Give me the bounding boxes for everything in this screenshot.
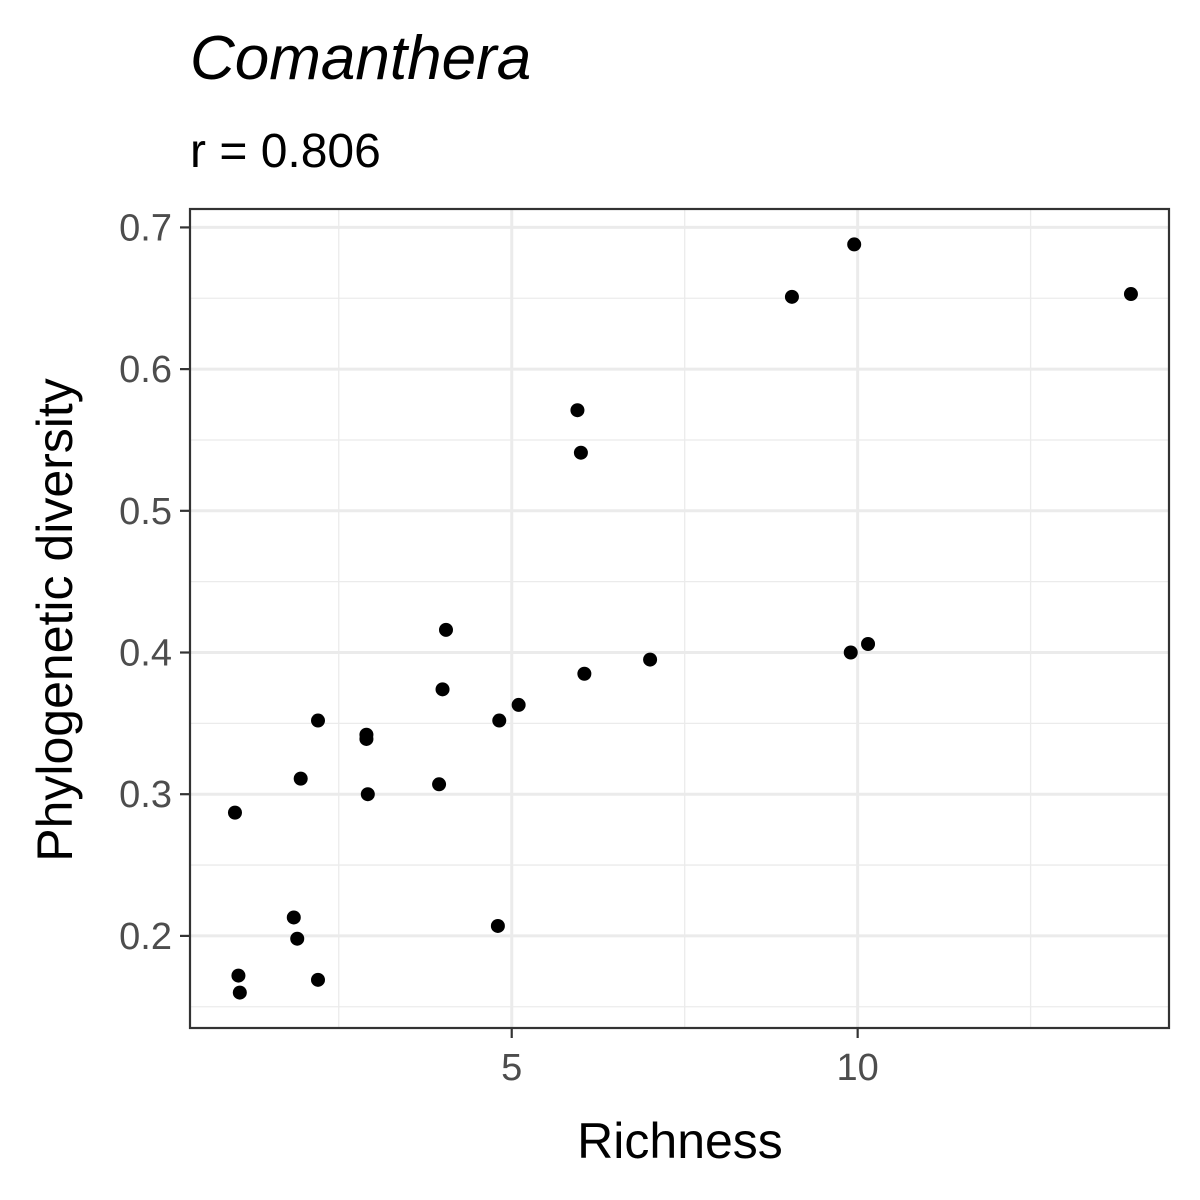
y-tick-label: 0.3 bbox=[119, 774, 172, 816]
x-tick-label: 5 bbox=[501, 1047, 522, 1089]
chart-title: Comanthera bbox=[190, 24, 531, 93]
data-point bbox=[293, 771, 308, 786]
data-point bbox=[847, 237, 862, 252]
y-tick-label: 0.2 bbox=[119, 916, 172, 958]
minor-gridlines bbox=[190, 209, 1169, 1028]
data-points bbox=[227, 237, 1138, 1000]
data-point bbox=[570, 403, 585, 418]
y-axis-ticks: 0.2 0.3 0.4 0.5 0.6 0.7 bbox=[119, 207, 190, 958]
data-point bbox=[784, 289, 799, 304]
data-point bbox=[359, 731, 374, 746]
data-point bbox=[227, 805, 242, 820]
chart-subtitle: r = 0.806 bbox=[190, 125, 381, 178]
y-tick-label: 0.6 bbox=[119, 349, 172, 391]
data-point bbox=[290, 931, 305, 946]
data-point bbox=[438, 622, 453, 637]
data-point bbox=[1123, 287, 1138, 302]
data-point bbox=[643, 652, 658, 667]
plot-panel bbox=[190, 209, 1169, 1028]
data-point bbox=[360, 787, 375, 802]
x-axis-ticks: 5 10 bbox=[501, 1028, 879, 1089]
data-point bbox=[435, 682, 450, 697]
data-point bbox=[492, 713, 507, 728]
x-axis-title: Richness bbox=[577, 1113, 783, 1169]
data-point bbox=[232, 985, 247, 1000]
data-point bbox=[573, 445, 588, 460]
y-tick-label: 0.4 bbox=[119, 633, 172, 675]
data-point bbox=[843, 645, 858, 660]
data-point bbox=[231, 968, 246, 983]
y-tick-label: 0.7 bbox=[119, 207, 172, 249]
data-point bbox=[286, 910, 301, 925]
data-point bbox=[310, 713, 325, 728]
data-point bbox=[861, 637, 876, 652]
data-point bbox=[511, 697, 526, 712]
data-point bbox=[432, 777, 447, 792]
y-tick-label: 0.5 bbox=[119, 491, 172, 533]
data-point bbox=[490, 918, 505, 933]
x-tick-label: 10 bbox=[837, 1047, 879, 1089]
plot-panel-border bbox=[188, 207, 1171, 1030]
y-axis-title: Phylogenetic diversity bbox=[27, 378, 83, 862]
data-point bbox=[310, 972, 325, 987]
major-gridlines bbox=[190, 209, 1169, 1028]
data-point bbox=[577, 666, 592, 681]
